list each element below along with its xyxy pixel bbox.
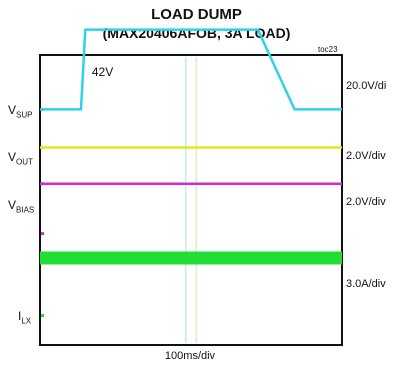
scale-label-vsup: 20.0V/di [346,80,387,92]
figure-tag: toc23 [318,45,338,54]
plot-frame [39,54,343,346]
x-scale-label: 100ms/div [164,350,216,362]
channel-label-vsup: VSUP [8,103,33,120]
chart-title: LOAD DUMP [151,6,242,23]
ground-marker [41,145,44,149]
scale-label-ilx: 3.0A/div [346,278,386,290]
ground-marker [41,182,44,186]
trace-vsup [40,28,342,111]
scale-label-vout: 2.0V/div [346,150,386,162]
ground-marker [41,314,44,317]
channel-label-ilx: ILX [18,309,32,326]
channel-label-vbias: VBIAS [8,198,35,215]
channel-label-vout: VOUT [8,150,33,167]
annotation-42v: 42V [92,65,113,79]
scale-label-vbias: 2.0V/div [346,196,386,208]
ground-marker [41,232,44,235]
ground-marker [41,107,44,111]
ground-marker [41,256,44,260]
